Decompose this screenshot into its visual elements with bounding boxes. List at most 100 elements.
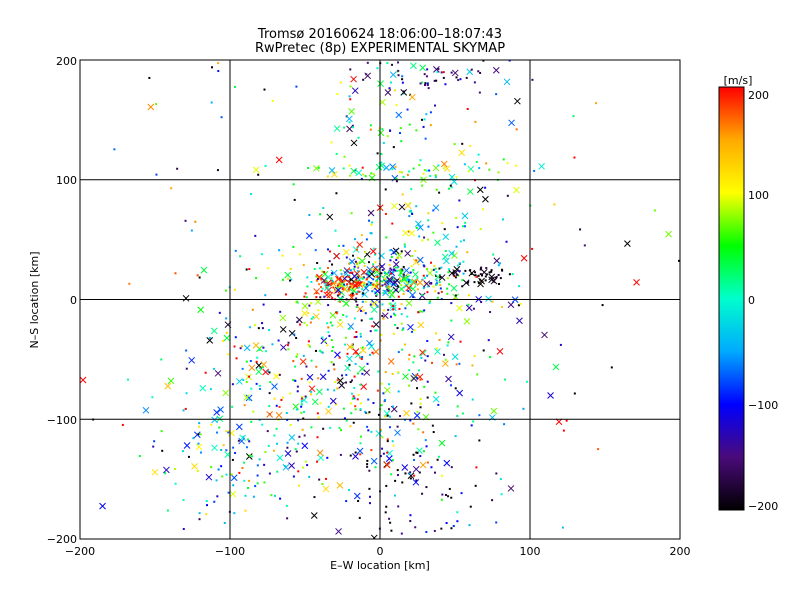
scatter-dot-point [408,384,411,387]
scatter-dot-point [393,494,396,497]
scatter-cross-point [252,166,260,174]
scatter-dot-point [474,120,477,123]
scatter-dot-point [248,440,251,443]
scatter-dot-point [254,485,257,488]
scatter-dot-point [416,276,419,279]
scatter-dot-point [184,219,187,222]
scatter-cross-point [442,233,450,241]
scatter-dot-point [182,409,185,412]
scatter-cross-point [405,284,413,292]
scatter-dot-point [381,284,384,287]
scatter-dot-point [210,423,213,426]
scatter-cross-point [325,408,332,415]
scatter-dot-point [374,466,377,469]
scatter-cross-point [419,64,427,72]
scatter-dot-point [426,291,429,294]
scatter-dot-point [198,425,201,428]
colorbar-tick-label: −100 [748,399,778,412]
scatter-dot-point [198,422,201,425]
scatter-dot-point [387,408,390,411]
scatter-cross-point [412,465,420,473]
scatter-dot-point [303,295,306,298]
scatter-dot-point [455,363,458,366]
scatter-dot-point [491,499,494,502]
scatter-dot-point [250,420,253,423]
scatter-dot-point [361,356,364,359]
scatter-dot-point [255,277,258,280]
scatter-dot-point [429,124,432,127]
scatter-dot-point [403,275,406,278]
scatter-dot-point [268,405,271,408]
scatter-dot-point [300,377,303,380]
scatter-dot-point [362,309,365,312]
scatter-dot-point [348,363,351,366]
scatter-dot-point [313,496,316,499]
scatter-dot-point [391,373,394,376]
scatter-dot-point [392,312,395,315]
scatter-dot-point [416,451,419,454]
scatter-dot-point [300,403,303,406]
scatter-dot-point [407,358,410,361]
scatter-dot-point [345,373,348,376]
scatter-dot-point [397,505,400,508]
scatter-cross-point [322,485,330,493]
scatter-dot-point [459,78,462,81]
scatter-cross-point [513,186,520,194]
scatter-dot-point [402,265,405,268]
scatter-dot-point [222,444,225,447]
scatter-dot-point [354,238,357,241]
scatter-dot-point [306,276,309,279]
scatter-dot-point [389,272,392,275]
scatter-dot-point [321,287,324,290]
scatter-dot-point [422,450,425,453]
scatter-dot-point [361,166,364,169]
scatter-dot-point [333,368,336,371]
scatter-dot-point [482,349,485,352]
scatter-dot-point [281,396,284,399]
scatter-dot-point [450,319,453,322]
scatter-dot-point [424,439,427,442]
scatter-cross-point [316,388,323,396]
scatter-dot-point [410,330,413,333]
scatter-dot-point [402,92,405,95]
scatter-dot-point [309,393,312,396]
scatter-cross-point [401,464,409,471]
scatter-dot-point [307,340,310,343]
scatter-dot-point [395,180,398,183]
scatter-cross-point [280,344,287,351]
scatter-dot-point [447,268,450,271]
scatter-cross-point [316,449,324,457]
scatter-dot-point [453,297,456,300]
scatter-cross-point [80,376,87,384]
scatter-cross-point [402,373,409,380]
scatter-dot-point [407,278,410,281]
scatter-dot-point [381,303,384,306]
scatter-dot-point [472,307,475,310]
scatter-dot-point [471,364,474,367]
scatter-dot-point [339,277,342,280]
scatter-dot-point [155,102,158,105]
scatter-dot-point [326,175,329,178]
scatter-dot-point [380,428,383,431]
scatter-dot-point [349,262,352,265]
scatter-cross-point [402,229,409,237]
scatter-dot-point [401,78,404,81]
scatter-dot-point [352,421,355,424]
scatter-dot-point [388,517,391,520]
scatter-dot-point [212,367,215,370]
scatter-dot-point [243,479,246,482]
scatter-dot-point [389,315,392,318]
scatter-dot-point [314,349,317,352]
scatter-dot-point [398,171,401,174]
scatter-dot-point [553,203,556,206]
scatter-cross-point [279,326,287,333]
scatter-dot-point [426,82,429,85]
scatter-dot-point [421,239,424,242]
scatter-dot-point [403,245,406,248]
scatter-dot-point [250,387,253,390]
scatter-dot-point [315,296,318,299]
scatter-dot-point [308,213,311,216]
scatter-dot-point [470,272,473,275]
scatter-dot-point [450,496,453,499]
